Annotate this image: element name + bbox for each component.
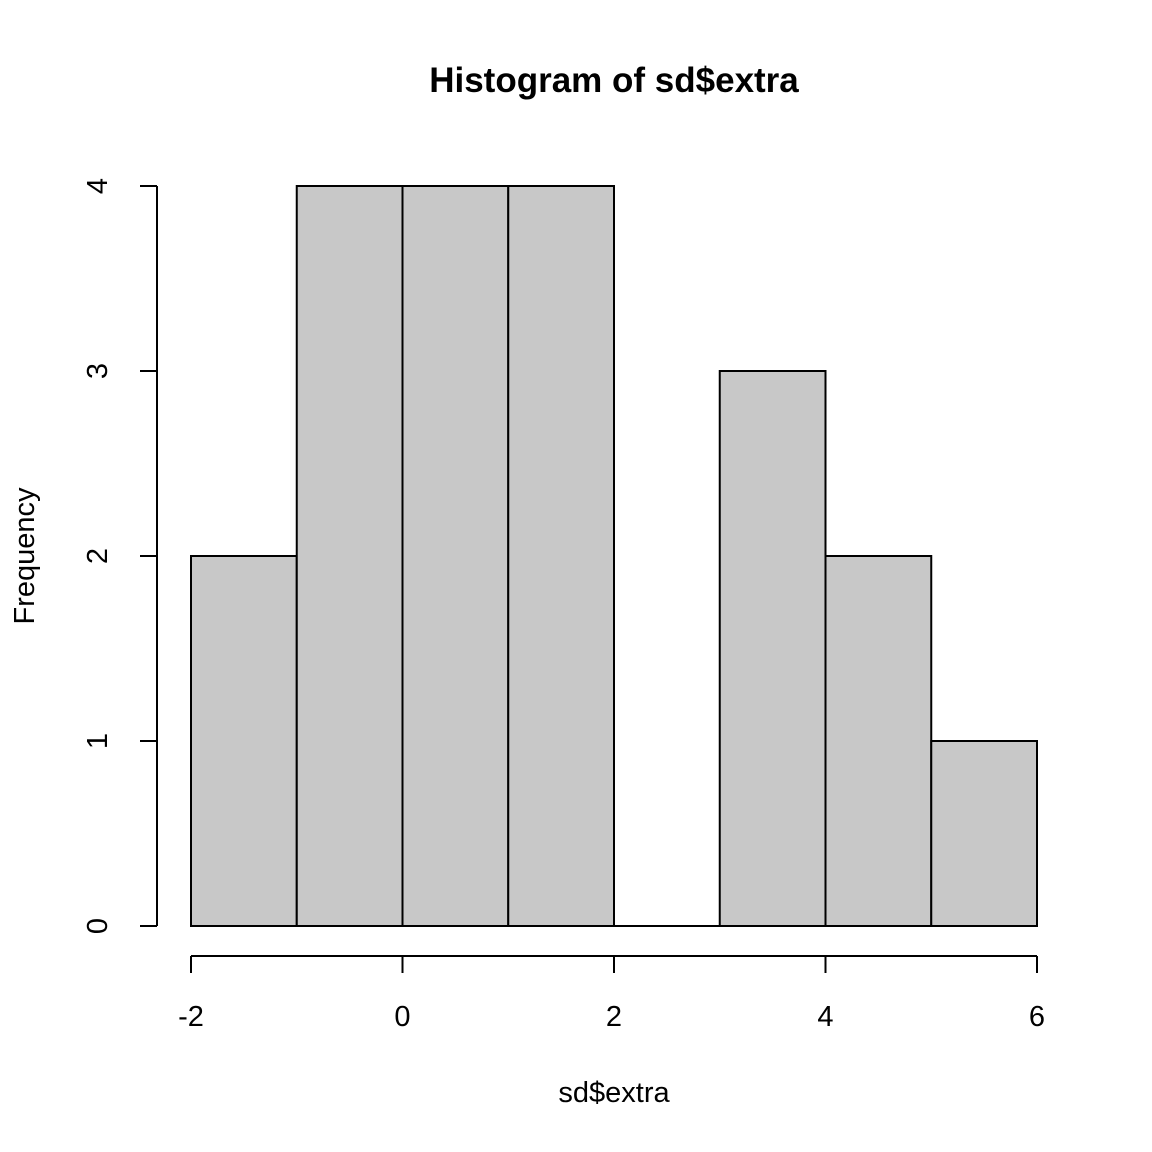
- x-tick-label-1: 0: [394, 1001, 410, 1033]
- histogram-bar-6: [824, 555, 933, 927]
- x-axis-label: sd$extra: [558, 1077, 670, 1109]
- histogram-bar-7: [930, 740, 1038, 927]
- x-tick-label-3: 4: [817, 1001, 833, 1033]
- y-tick-label-1: 1: [82, 733, 114, 749]
- histogram-bar-3: [507, 185, 615, 927]
- x-tick-label-0: -2: [178, 1001, 204, 1033]
- histogram-bar-5: [718, 370, 827, 927]
- bars-group: [190, 185, 1038, 927]
- chart-title: Histogram of sd$extra: [429, 61, 799, 100]
- histogram-bar-2: [401, 185, 510, 927]
- x-axis: -2 0 2 4 6: [178, 955, 1045, 1033]
- histogram-bar-1: [295, 185, 404, 927]
- y-tick-label-3: 3: [82, 363, 114, 379]
- y-tick-label-4: 4: [82, 178, 114, 194]
- y-tick-label-2: 2: [82, 548, 114, 564]
- y-tick-label-0: 0: [82, 918, 114, 934]
- x-tick-label-2: 2: [606, 1001, 622, 1033]
- y-axis: 0 1 2 3 4: [82, 178, 158, 934]
- histogram-bar-0: [190, 555, 298, 927]
- y-axis-label: Frequency: [9, 487, 41, 625]
- x-tick-label-4: 6: [1029, 1001, 1045, 1033]
